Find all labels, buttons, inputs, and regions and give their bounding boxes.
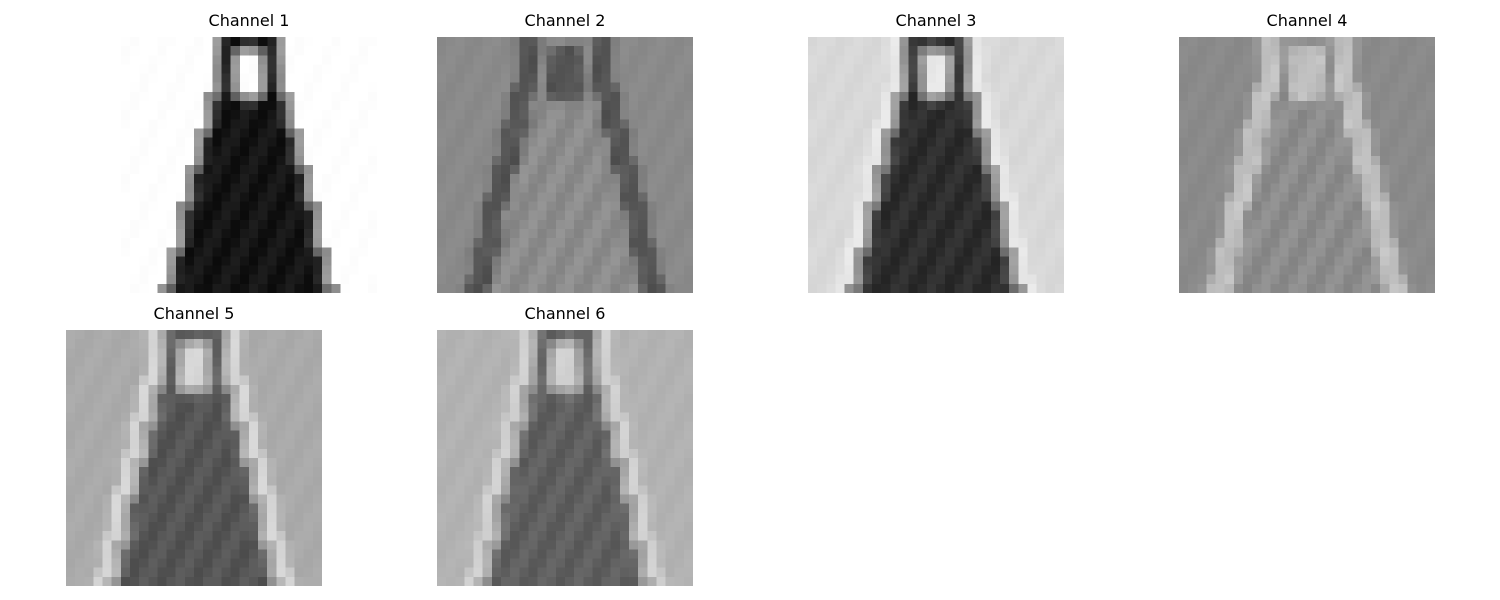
- channel-title-3: Channel 3: [895, 11, 977, 30]
- channel-title-1: Channel 1: [208, 11, 290, 30]
- channel-title-4: Channel 4: [1266, 11, 1348, 30]
- channel-title-5: Channel 5: [153, 304, 235, 323]
- channel-image-2: [437, 37, 693, 293]
- channel-title-2: Channel 2: [524, 11, 606, 30]
- channel-image-5: [66, 330, 322, 586]
- channel-image-1: [121, 37, 377, 293]
- channel-image-3: [808, 37, 1064, 293]
- channel-image-6: [437, 330, 693, 586]
- channel-image-4: [1179, 37, 1435, 293]
- channel-title-6: Channel 6: [524, 304, 606, 323]
